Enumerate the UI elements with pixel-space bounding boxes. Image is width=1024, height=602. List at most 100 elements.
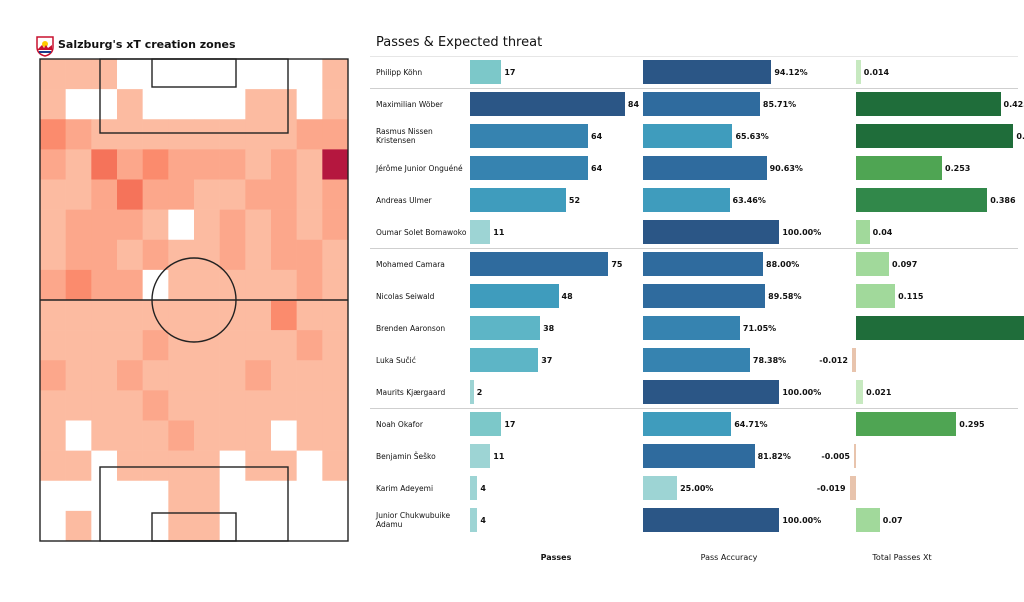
accuracy-bar	[643, 92, 760, 116]
header-passes: Passes	[540, 553, 572, 562]
passes-bar	[470, 380, 474, 404]
heatmap-cell	[168, 360, 195, 391]
heatmap-cell	[40, 330, 66, 361]
heatmap-cell	[168, 300, 195, 331]
heatmap-cell	[271, 360, 297, 391]
passes-bar	[470, 284, 559, 308]
heatmap-cell	[322, 59, 349, 90]
passes-bar	[470, 220, 491, 244]
xt-bar	[849, 476, 856, 500]
heatmap-cell	[142, 390, 169, 421]
xt-bar	[856, 412, 957, 436]
player-name: Luka Sučić	[376, 355, 416, 365]
heatmap-cell	[194, 510, 220, 542]
xt-bar	[851, 348, 856, 372]
passes-label: 38	[543, 323, 555, 333]
heatmap-cell	[296, 330, 323, 361]
pitch-line	[151, 512, 237, 542]
accuracy-label: 100.00%	[782, 515, 822, 525]
passes-label: 52	[568, 195, 581, 205]
table-row: Jérôme Junior Onguéné 64 90.63% 0.253	[370, 152, 1018, 184]
heatmap-cell	[219, 510, 246, 542]
accuracy-label: 63.46%	[732, 195, 766, 205]
heatmap-cell	[296, 480, 323, 512]
heatmap-cell	[91, 300, 118, 331]
accuracy-label: 64.71%	[734, 419, 768, 429]
xt-label: -0.012	[819, 355, 848, 365]
xt-bar	[856, 284, 896, 308]
xt-label: 0.014	[863, 67, 890, 77]
group-separator	[370, 56, 1018, 57]
player-name: Benjamin Šeško	[376, 451, 436, 461]
heatmap-cell	[117, 360, 143, 391]
group-separator	[370, 408, 1018, 409]
xt-label: 0.097	[891, 259, 918, 269]
accuracy-bar	[643, 476, 678, 500]
heatmap-cell	[296, 59, 323, 90]
header-accuracy: Pass Accuracy	[700, 553, 758, 562]
passes-label: 75	[611, 259, 623, 269]
heatmap-cell	[91, 179, 118, 210]
heatmap-cell	[168, 510, 195, 542]
heatmap-cell	[219, 390, 246, 421]
heatmap-cell	[65, 360, 92, 391]
group-separator	[370, 248, 1018, 249]
table-row: Luka Sučić 37 78.38% -0.012	[370, 344, 1018, 376]
passes-bar	[470, 444, 491, 468]
heatmap-cell	[322, 420, 349, 451]
heatmap-cell	[194, 119, 220, 150]
heatmap-cell	[142, 300, 169, 331]
heatmap-cell	[142, 420, 169, 451]
table-row: Nicolas Seiwald 48 89.58% 0.115	[370, 280, 1018, 312]
passes-label: 4	[480, 515, 486, 525]
passes-label: 11	[493, 227, 505, 237]
group-separator	[370, 88, 1018, 89]
table-row: Maximilian Wöber 84 85.71% 0.425	[370, 88, 1024, 120]
xt-label: -0.019	[816, 483, 846, 493]
xt-label: 0.253	[945, 163, 971, 173]
heatmap-cell	[322, 149, 349, 180]
heatmap-cell	[117, 239, 143, 271]
heatmap-cell	[322, 360, 349, 391]
heatmap-cell	[168, 179, 195, 210]
heatmap-cell	[194, 450, 220, 482]
xt-label: 0.425	[1003, 99, 1024, 109]
accuracy-bar	[643, 220, 780, 244]
heatmap-cell	[142, 89, 169, 120]
heatmap-cell	[117, 119, 143, 150]
heatmap-cell	[219, 450, 246, 482]
heatmap-cell	[40, 89, 66, 120]
heatmap-cell	[117, 510, 143, 542]
passes-label: 84	[627, 99, 640, 109]
heatmap-cell	[91, 360, 118, 391]
heatmap-cell	[40, 420, 66, 451]
heatmap-cell	[168, 420, 195, 451]
heatmap-cell	[91, 450, 118, 482]
heatmap-cell	[142, 450, 169, 482]
accuracy-label: 100.00%	[782, 227, 822, 237]
passes-label: 17	[504, 419, 516, 429]
xt-label: 0.04	[872, 227, 893, 237]
heatmap-cell	[245, 149, 272, 180]
heatmap-cell	[219, 209, 246, 241]
heatmap-cell	[142, 510, 169, 542]
heatmap-cell	[245, 300, 272, 331]
player-name: Maximilian Wöber	[376, 99, 443, 109]
heatmap-cell	[40, 179, 66, 210]
passes-label: 64	[591, 131, 603, 141]
xt-bar	[856, 380, 864, 404]
table-row: Rasmus Nissen Kristensen 64 65.63% 0.463	[370, 120, 1024, 152]
heatmap-cell	[322, 330, 349, 361]
heatmap-cell	[219, 269, 246, 301]
accuracy-bar	[643, 124, 733, 148]
heatmap-cell	[194, 89, 220, 120]
player-name: Jérôme Junior Onguéné	[376, 163, 463, 173]
heatmap-cell	[322, 89, 349, 120]
accuracy-bar	[643, 252, 763, 276]
heatmap-cell	[219, 119, 246, 150]
heatmap-cell	[322, 209, 349, 241]
accuracy-bar	[643, 348, 750, 372]
heatmap-cell	[245, 480, 272, 512]
passes-bar	[470, 60, 502, 84]
table-row: Maurits Kjærgaard 2 100.00% 0.021	[370, 376, 1018, 408]
